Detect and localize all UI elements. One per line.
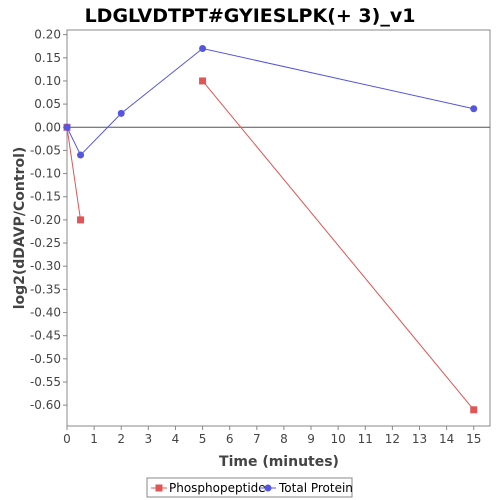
phosphopeptide-point (199, 77, 207, 85)
y-tick-label: -0.25 (30, 236, 61, 250)
x-tick-label: 11 (358, 432, 373, 446)
phosphopeptide-line (66, 127, 82, 220)
legend-total-protein-label: Total Protein (278, 481, 353, 495)
x-tick-label: 5 (199, 432, 207, 446)
phosphopeptide-point (77, 216, 85, 224)
x-tick-label: 8 (280, 432, 288, 446)
plot-area (66, 29, 491, 427)
x-tick-label: 10 (331, 432, 346, 446)
phosphopeptide-line (202, 80, 475, 411)
y-axis-title: log2(dDAVP/Control) (12, 147, 28, 310)
x-tick-label: 3 (145, 432, 153, 446)
y-tick-label: -0.15 (30, 190, 61, 204)
x-tick-label: 1 (90, 432, 98, 446)
chart-title: LDGLVDTPT#GYIESLPK(+ 3)_v1 (85, 5, 416, 27)
x-tick-label: 14 (439, 432, 454, 446)
x-tick-label: 6 (226, 432, 234, 446)
y-tick-label: -0.05 (30, 143, 61, 157)
x-axis-title: Time (minutes) (219, 454, 339, 470)
y-axis: 0.20 0.15 0.10 0.05 0.00 -0.05 -0.10 -0.15 -0.20… (30, 28, 67, 412)
y-tick-label: 0.20 (34, 28, 61, 42)
y-tick-label: 0.05 (34, 97, 61, 111)
legend-phosphopeptide-marker (155, 484, 163, 492)
x-tick-label: 4 (172, 432, 180, 446)
y-tick-label: -0.60 (30, 398, 61, 412)
total-protein-point (470, 105, 478, 113)
total-protein-point (117, 109, 125, 117)
x-axis: 0 1 2 3 4 5 6 7 8 9 10 11 12 13 14 15 (63, 426, 481, 446)
legend-box (146, 477, 353, 498)
y-tick-label: -0.40 (30, 306, 61, 320)
y-tick-label: -0.20 (30, 213, 61, 227)
x-tick-label: 2 (117, 432, 125, 446)
y-tick-label: -0.30 (30, 259, 61, 273)
y-tick-label: 0.00 (34, 120, 61, 134)
y-tick-label: -0.35 (30, 282, 61, 296)
y-tick-label: -0.45 (30, 329, 61, 343)
x-tick-label: 13 (412, 432, 427, 446)
x-tick-label: 12 (385, 432, 400, 446)
x-tick-label: 7 (253, 432, 261, 446)
legend-total-protein-marker (264, 484, 272, 492)
y-tick-label: -0.50 (30, 352, 61, 366)
x-tick-label: 15 (466, 432, 481, 446)
y-tick-label: 0.15 (34, 51, 61, 65)
x-tick-label: 9 (307, 432, 315, 446)
y-tick-label: -0.55 (30, 375, 61, 389)
series-layer (63, 45, 478, 414)
x-tick-label: 0 (63, 432, 71, 446)
legend-phosphopeptide-label: Phosphopeptide (169, 481, 266, 495)
phosphopeptide-point (470, 406, 478, 414)
total-protein-point (199, 45, 207, 53)
y-tick-label: 0.10 (34, 74, 61, 88)
total-protein-point (77, 151, 85, 159)
y-tick-label: -0.10 (30, 167, 61, 181)
total-protein-point (63, 123, 71, 131)
legend: Phosphopeptide Total Protein (146, 477, 353, 498)
